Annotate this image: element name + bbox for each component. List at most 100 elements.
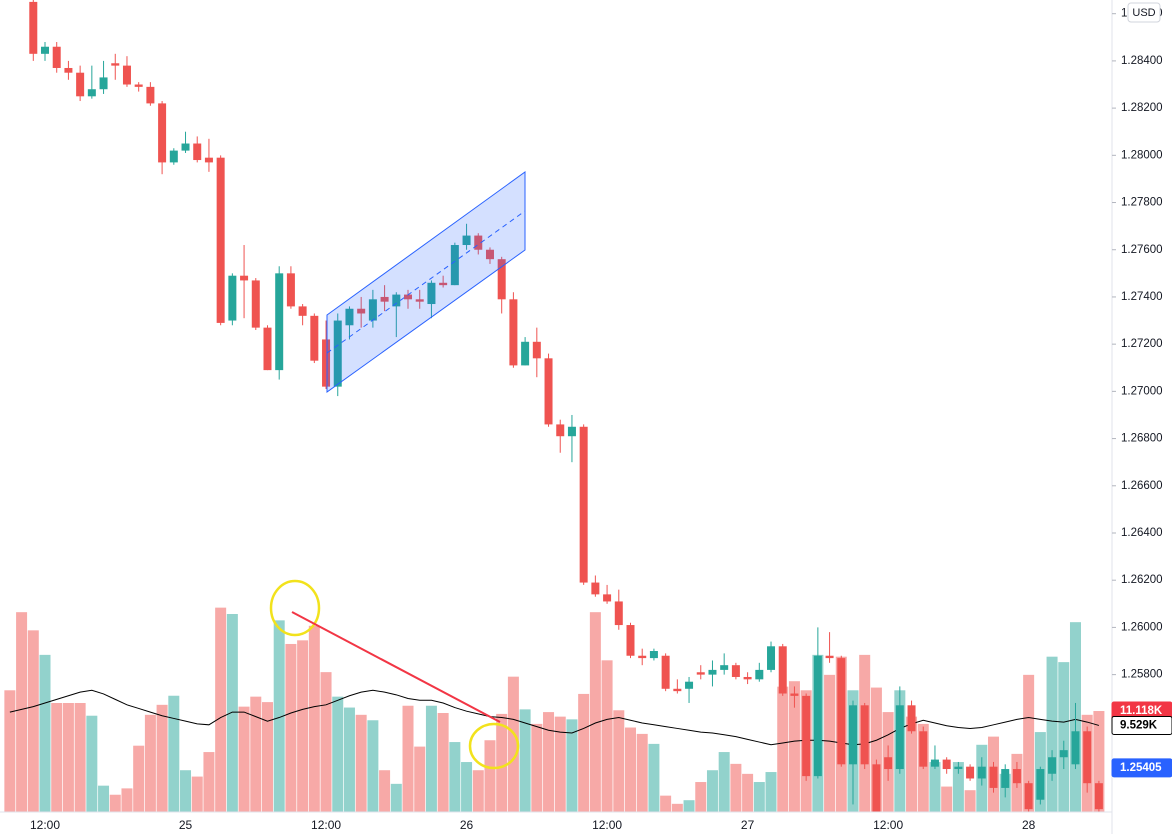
x-tick-label: 27 — [741, 818, 755, 832]
currency-label: USD — [1132, 7, 1155, 19]
candle-body — [813, 655, 822, 777]
candle-body — [591, 582, 600, 595]
volume-bar — [437, 712, 449, 812]
candle-body — [357, 308, 366, 314]
candle-body — [790, 693, 799, 696]
candle-body — [169, 150, 178, 163]
volume-bar — [121, 788, 133, 812]
candle-body — [439, 282, 448, 286]
candle-body — [720, 665, 729, 670]
volume-bar — [86, 715, 98, 812]
drawings — [269, 171, 526, 770]
candle-body — [251, 280, 260, 328]
volume-bar — [742, 773, 754, 812]
candle-body — [567, 426, 576, 437]
candle-body — [954, 766, 963, 770]
y-tick-label: 1.27800 — [1121, 197, 1163, 209]
volume-bar — [566, 719, 578, 812]
volume-bar — [589, 612, 601, 812]
candle-body — [392, 294, 401, 307]
volume-bar — [788, 681, 800, 812]
volume-bar — [952, 762, 964, 812]
candle-body — [204, 157, 213, 163]
candle-body — [1012, 769, 1021, 784]
volume-bar — [168, 695, 180, 812]
volume-bar — [695, 782, 707, 812]
candle-body — [298, 306, 307, 316]
volume-bar — [414, 746, 426, 812]
candle-body — [380, 296, 389, 302]
candle-body — [122, 65, 131, 85]
candle-body — [509, 299, 518, 366]
volume-bar — [753, 782, 765, 812]
volume-bar — [941, 786, 953, 812]
y-tick-label: 1.26200 — [1121, 574, 1163, 586]
volume-bar — [261, 702, 273, 812]
volume-bar — [27, 630, 39, 812]
candle-body — [930, 759, 939, 767]
candle-body — [603, 594, 612, 602]
volume-bar — [62, 703, 74, 812]
candle-body — [52, 46, 61, 68]
candle-body — [895, 705, 904, 770]
candle-body — [743, 676, 752, 680]
candle-body — [860, 705, 869, 765]
candle-body — [322, 339, 331, 387]
candle-body — [99, 77, 108, 90]
candle-body — [755, 669, 764, 680]
candle-body — [579, 426, 588, 583]
volume-bar — [191, 776, 203, 812]
candle-body — [193, 143, 202, 161]
candle-body — [427, 282, 436, 305]
price-badge-label: 1.25405 — [1120, 762, 1162, 774]
volume-bar — [1023, 674, 1035, 812]
volume-bar — [250, 696, 262, 812]
volume-bar — [554, 716, 566, 812]
x-tick-label: 26 — [460, 818, 474, 832]
y-tick-label: 1.26600 — [1121, 480, 1163, 492]
volume-bar — [285, 643, 297, 812]
x-tick-label: 12:00 — [311, 818, 341, 832]
volume-bar — [273, 620, 285, 812]
candle-body — [942, 759, 951, 770]
y-tick-label: 1.28000 — [1121, 149, 1163, 161]
price-badge-label: 11.118K — [1120, 705, 1163, 717]
candle-body — [134, 84, 143, 87]
candle-body — [1036, 769, 1045, 800]
highlight-circle[interactable] — [468, 722, 520, 770]
candle-body — [837, 658, 846, 765]
candle-body — [556, 424, 565, 437]
candle-body — [474, 235, 483, 250]
candle-body — [286, 273, 295, 307]
volume-bar — [929, 762, 941, 812]
y-tick-label: 1.26000 — [1121, 621, 1163, 633]
highlight-circle[interactable] — [269, 579, 321, 637]
volume-bar — [730, 763, 742, 812]
candle-body — [29, 1, 38, 54]
channel-midline — [326, 210, 526, 354]
candle-body — [1059, 750, 1068, 758]
volume-bar — [543, 712, 555, 812]
volume-bar — [308, 625, 320, 812]
x-tick-label: 12:00 — [30, 818, 60, 832]
currency-box[interactable] — [1127, 2, 1161, 23]
candle-body — [989, 766, 998, 788]
candle-body — [181, 143, 190, 151]
trend-line[interactable] — [291, 611, 501, 723]
candle-body — [497, 259, 506, 300]
candle-body — [661, 655, 670, 689]
y-tick-label: 1.26800 — [1121, 433, 1163, 445]
candle-body — [216, 157, 225, 323]
y-tick-label: 1.27200 — [1121, 338, 1163, 350]
volume-bar — [74, 703, 86, 812]
candle-body — [333, 320, 342, 387]
volume-bar — [519, 709, 531, 812]
volume-bar — [449, 742, 461, 812]
candle-body — [884, 757, 893, 770]
price-badge — [1111, 758, 1172, 778]
candle-body — [41, 46, 49, 54]
volume-bar — [156, 704, 168, 812]
volume-bar — [379, 770, 391, 812]
x-tick-label: 28 — [1022, 818, 1036, 832]
candle-body — [345, 308, 354, 326]
